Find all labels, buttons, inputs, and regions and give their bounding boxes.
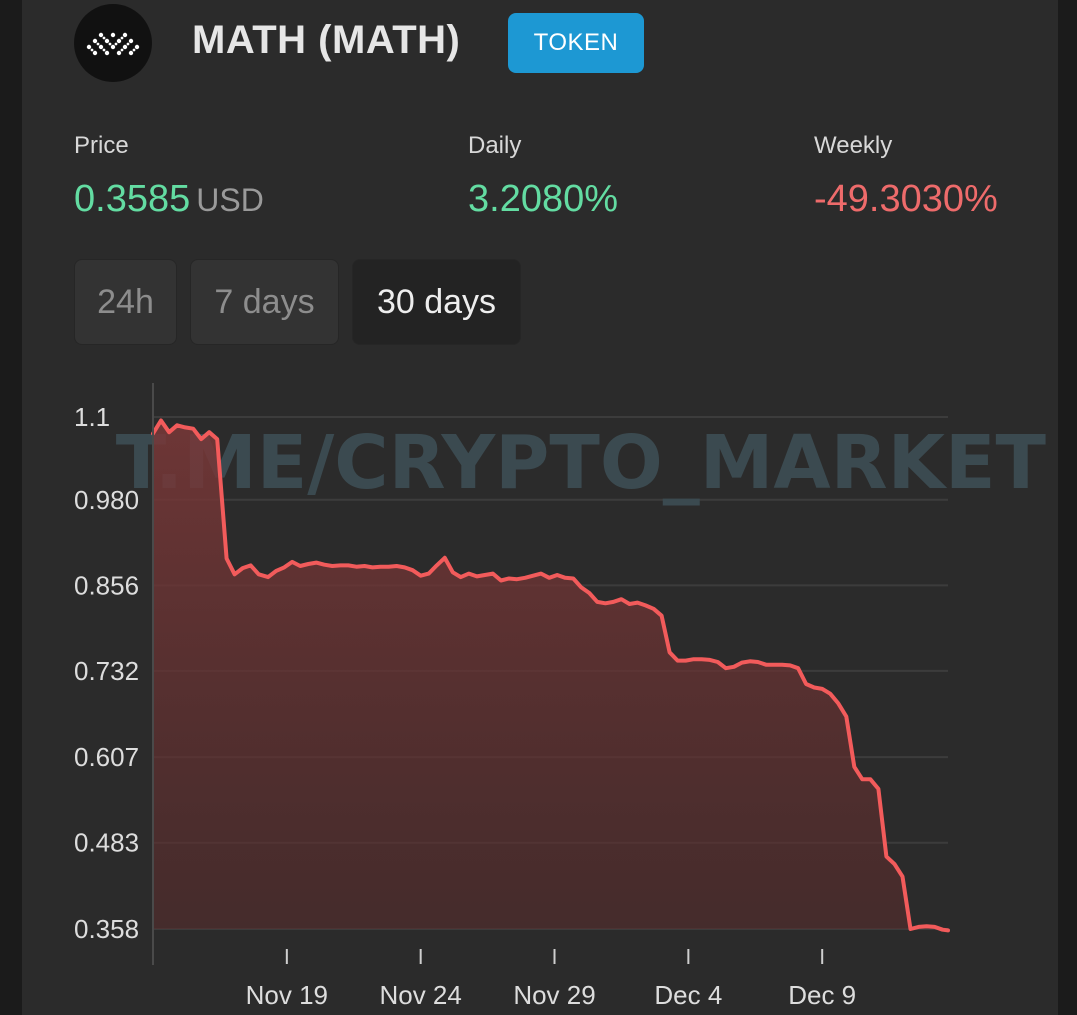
y-tick-label: 0.856	[74, 570, 139, 600]
tab-30-days[interactable]: 30 days	[352, 259, 521, 345]
x-tick-label: Dec 9	[788, 980, 856, 1010]
price-line	[151, 418, 950, 933]
y-tick-label: 0.607	[74, 742, 139, 772]
y-tick-label: 0.358	[74, 914, 139, 944]
y-tick-label: 1.1	[74, 402, 110, 432]
y-axis-labels: 1.1 0.980 0.856 0.732 0.607 0.483 0.358	[74, 402, 139, 944]
price-value: 0.3585	[74, 178, 191, 220]
math-logo-icon	[86, 32, 140, 56]
chart-area-layer	[151, 418, 950, 933]
x-tick-label: Nov 19	[246, 980, 328, 1010]
price-label: Price	[74, 132, 129, 159]
tab-7-days[interactable]: 7 days	[190, 259, 339, 345]
token-logo	[74, 4, 152, 82]
daily-label: Daily	[468, 132, 522, 159]
price-value-group: 0.3585 USD	[74, 178, 264, 221]
daily-change-value: 3.2080%	[468, 178, 619, 220]
x-tick-label: Nov 29	[513, 980, 595, 1010]
x-tick-label: Dec 4	[654, 980, 722, 1010]
y-tick-label: 0.732	[74, 656, 139, 686]
watermark-text: T.ME/CRYPTO_MARKET	[116, 420, 1047, 506]
token-title: MATH (MATH)	[192, 18, 461, 62]
weekly-change-value: -49.3030%	[814, 178, 998, 220]
x-axis: Nov 19 Nov 24 Nov 29 Dec 4 Dec 9	[152, 383, 856, 1010]
tab-24h[interactable]: 24h	[74, 259, 177, 345]
weekly-label: Weekly	[814, 132, 893, 159]
price-area	[153, 420, 948, 931]
price-unit: USD	[196, 182, 264, 218]
y-tick-label: 0.483	[74, 828, 139, 858]
x-tick-label: Nov 24	[379, 980, 461, 1010]
y-tick-label: 0.980	[74, 485, 139, 515]
token-type-badge[interactable]: TOKEN	[508, 13, 644, 73]
